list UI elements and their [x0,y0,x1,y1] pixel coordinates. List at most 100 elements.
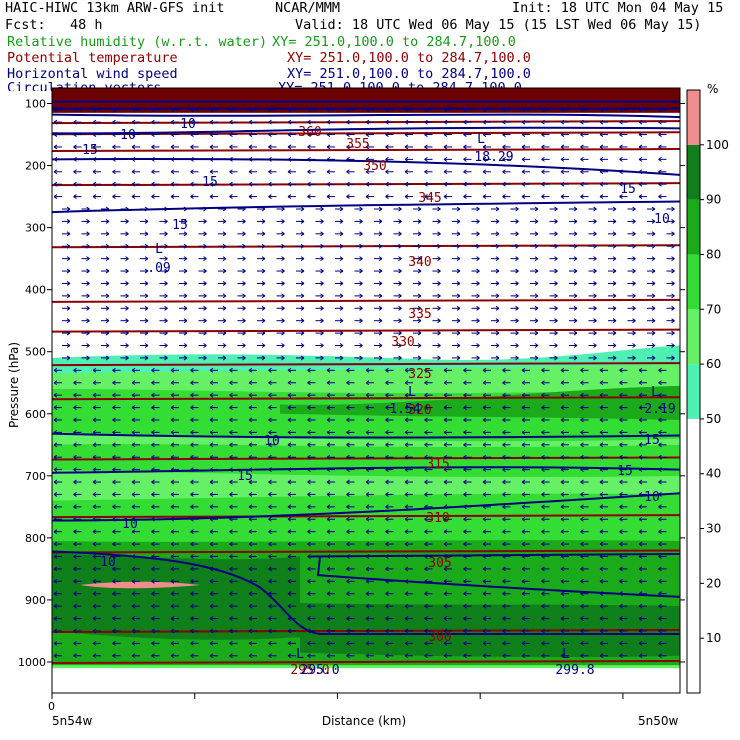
vector-arrow-head [599,554,604,559]
vector-arrow-head [112,529,116,535]
vector-arrow-head [268,640,272,646]
vector-arrow-head [151,516,155,522]
vector-arrow-head [580,616,584,621]
vector-arrow-head [671,268,675,274]
vector-arrow-head [125,355,129,361]
vector-arrow-head [671,218,675,224]
vector-arrow-head [365,628,370,634]
vector-arrow-head [619,467,623,473]
vector-arrow-head [131,566,136,572]
vector-arrow-head [404,479,409,485]
vector-arrow-head [456,268,461,274]
vector-arrow-head [268,454,272,460]
vector-arrow-head [658,504,662,510]
vector-arrow-head [502,119,506,125]
vector-arrow-head [463,578,467,584]
vector-arrow-head [417,206,422,212]
vector-arrow-head [632,218,636,224]
vector-arrow-head [53,144,58,150]
vector-arrow-head [320,355,324,361]
vector-arrow-head [541,181,545,187]
y-tick-label: 600 [25,408,46,421]
vector-arrow-head [612,343,617,348]
vector-arrow-head [307,628,311,634]
vector-arrow-head [326,492,331,497]
vector-arrow-head [463,392,467,398]
vector-arrow-head [151,566,155,572]
vector-arrow-head [476,355,480,361]
vector-arrow-head [638,578,643,584]
vector-arrow-head [229,454,233,460]
vector-arrow-head [580,417,584,423]
vector-arrow-head [534,305,539,311]
wind-contour [51,113,681,119]
vector-arrow-head [112,467,116,473]
vector-arrow-head [443,194,448,200]
vector-arrow-head [365,380,370,386]
vector-arrow-head [599,107,604,113]
vector-arrow-head [521,616,526,621]
vector-arrow-head [320,231,324,237]
vector-arrow-head [424,132,428,137]
vector-arrow-head [346,603,350,609]
vector-arrow-head [131,405,136,410]
vector-arrow-head [463,367,467,373]
vector-arrow-head [404,603,409,609]
vector-arrow-head [151,194,155,200]
vector-arrow-head [346,492,350,497]
vector-arrow-head [651,293,656,299]
vector-arrow-head [229,640,233,646]
vector-arrow-head [541,442,545,448]
vector-arrow-head [307,454,311,460]
vector-arrow-head [482,429,487,435]
vector-arrow-head [599,367,604,373]
vector-arrow-head [53,554,58,559]
vector-arrow-head [398,281,402,286]
vector-arrow-head [92,169,97,175]
vector-arrow-head [554,231,558,237]
vector-arrow-head [495,206,500,212]
vector-arrow-head [112,429,116,435]
vector-arrow-head [638,156,643,162]
vector-arrow-head [164,330,168,336]
vector-arrow-head [73,392,77,398]
vector-arrow-head [53,380,58,386]
vector-arrow-head [339,355,344,361]
vector-arrow-head [658,169,662,175]
vector-arrow-head [638,417,643,423]
vector-arrow-head [222,281,227,286]
vector-arrow-head [502,442,506,448]
vector-arrow-head [619,119,623,125]
vector-arrow-head [482,367,487,373]
vector-arrow-head [424,156,428,162]
legend-wind-xy: XY= 251.0,100.0 to 284.7,100.0 [287,66,531,82]
vector-arrow-head [476,256,480,262]
vector-arrow-head [144,343,149,348]
vector-arrow-head [209,194,214,200]
vector-arrow-head [144,305,149,311]
vector-arrow-head [580,541,584,547]
vector-arrow-head [229,628,233,634]
vector-arrow-head [66,343,71,348]
vector-arrow-head [300,231,305,237]
rh-region-peak [80,581,200,589]
vector-arrow-head [456,293,461,299]
vector-arrow-head [131,181,136,187]
vector-arrow-head [599,194,604,200]
vector-arrow-head [560,516,565,522]
legend-wind-field: Horizontal wind speed [7,66,178,82]
vector-arrow-head [346,479,350,485]
vector-arrow-head [151,367,155,373]
vector-arrow-head [346,454,350,460]
vector-arrow-head [482,616,487,621]
vector-arrow-head [222,318,227,324]
vector-arrow-head [560,194,565,200]
vector-arrow-head [658,156,662,162]
vector-arrow-head [287,640,292,646]
vector-arrow-head [385,591,389,597]
x-axis-label: Distance (km) [322,714,406,728]
vector-arrow-head [521,578,526,584]
vector-arrow-head [443,405,448,410]
vector-arrow-head [346,392,350,398]
